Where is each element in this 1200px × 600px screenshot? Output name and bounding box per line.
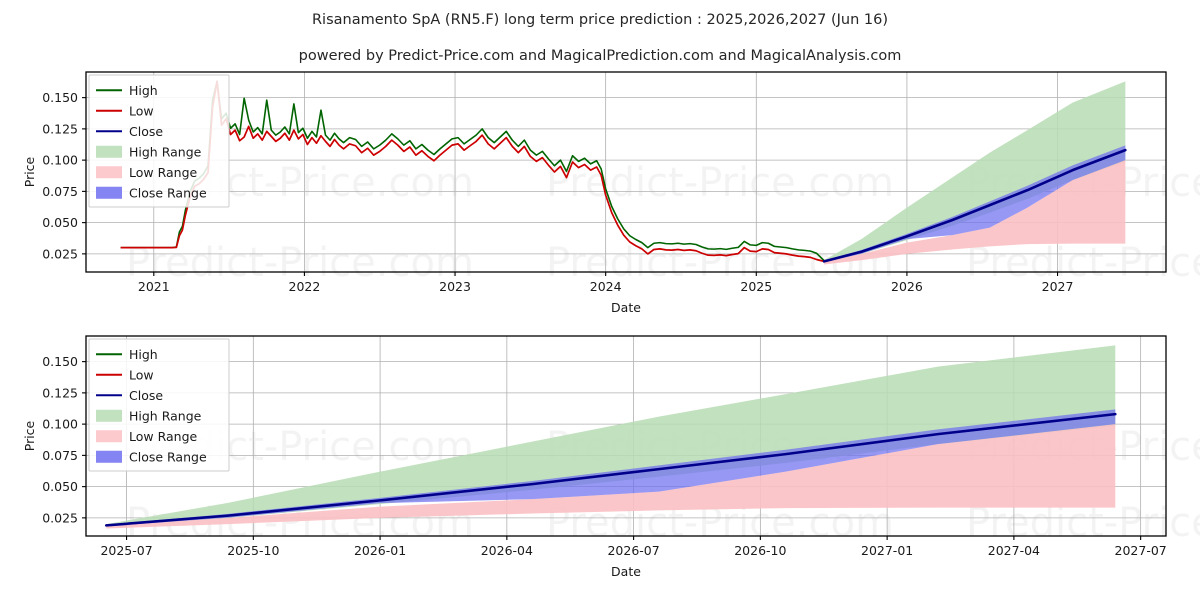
watermark-text: Predict-Price.com: [966, 240, 1200, 286]
legend-item-label: Low: [129, 103, 154, 118]
x-tick-label: 2026: [891, 279, 923, 294]
legend-item-low-range[interactable]: Low Range: [96, 165, 198, 180]
watermark-text: Predict-Price.com: [126, 240, 474, 286]
legend-item-low[interactable]: Low: [96, 367, 154, 382]
legend-item-label: High Range: [129, 408, 202, 423]
axes-frame: [85, 335, 1167, 537]
close-forecast-line: [822, 148, 1127, 263]
x-tick-label: 2023: [439, 279, 471, 294]
legend-item-low-range[interactable]: Low Range: [96, 429, 198, 444]
x-tick-label: 2026-01: [354, 543, 406, 558]
x-tick-label: 2026-07: [607, 543, 659, 558]
bottom-chart-panel: Predict-Price.comPredict-Price.comPredic…: [22, 335, 1200, 579]
y-tick-label: 0.025: [42, 246, 78, 261]
y-tick-label: 0.100: [42, 417, 78, 432]
legend-patch-swatch: [96, 430, 122, 443]
legend-item-label: Low: [129, 367, 154, 382]
high-range-band: [106, 345, 1116, 526]
watermark-text: Predict-Price.com: [966, 500, 1200, 546]
low-range-band: [824, 160, 1126, 265]
page-subtitle: powered by Predict-Price.com and Magical…: [299, 48, 902, 64]
plot-content: [120, 80, 1127, 265]
x-tick-label: 2027: [1042, 279, 1074, 294]
low-range-band: [106, 424, 1116, 529]
x-axis-label: Date: [611, 300, 641, 315]
legend-patch-swatch: [96, 145, 122, 158]
close-forecast-line: [104, 412, 1117, 527]
close-range-band: [106, 409, 1116, 527]
y-tick-label: 0.050: [42, 479, 78, 494]
legend-patch-swatch: [96, 450, 122, 463]
y-tick-label: 0.150: [42, 354, 78, 369]
x-tick-label: 2024: [590, 279, 622, 294]
legend-patch-swatch: [96, 186, 122, 199]
legend-item-close[interactable]: Close: [96, 124, 163, 139]
y-tick-label: 0.150: [42, 90, 78, 105]
legend-item-high-range[interactable]: High Range: [96, 408, 202, 423]
x-tick-label: 2026-04: [481, 543, 533, 558]
legend-item-label: High: [129, 347, 158, 362]
legend-item-label: Close: [129, 388, 163, 403]
legend-item-label: Low Range: [129, 165, 198, 180]
legend-item-label: High: [129, 83, 158, 98]
x-tick-label: 2025: [740, 279, 772, 294]
legend-item-low[interactable]: Low: [96, 103, 154, 118]
history-high-line: [120, 80, 825, 262]
y-tick-label: 0.075: [42, 184, 78, 199]
legend-item-label: Close Range: [129, 449, 207, 464]
y-axis-label: Price: [22, 420, 37, 451]
legend-item-close-range[interactable]: Close Range: [96, 449, 207, 464]
axis-group: 0.025 0.050 0.075 0.100 0.125 0.150 2025-07 202…: [22, 354, 1167, 579]
plot-content: [104, 345, 1117, 529]
legend-patch-swatch: [96, 166, 122, 179]
watermark-text: Predict-Price.com: [546, 160, 894, 206]
legend-patch-swatch: [96, 409, 122, 422]
x-tick-label: 2026-10: [734, 543, 786, 558]
y-tick-label: 0.050: [42, 215, 78, 230]
legend-item-label: Close: [129, 124, 163, 139]
x-tick-label: 2027-07: [1115, 543, 1167, 558]
legend-item-close[interactable]: Close: [96, 388, 163, 403]
y-tick-label: 0.125: [42, 121, 78, 136]
y-tick-label: 0.100: [42, 153, 78, 168]
y-tick-label: 0.075: [42, 448, 78, 463]
legend-item-high[interactable]: High: [96, 347, 158, 362]
legend-item-label: Close Range: [129, 185, 207, 200]
x-tick-label: 2027-01: [861, 543, 913, 558]
y-axis-label: Price: [22, 156, 37, 187]
legend-background: [88, 338, 230, 472]
legend-item-close-range[interactable]: Close Range: [96, 185, 207, 200]
legend-item-label: Low Range: [129, 429, 198, 444]
legend-item-high[interactable]: High: [96, 83, 158, 98]
x-tick-label: 2025-10: [227, 543, 279, 558]
legend-background: [88, 74, 230, 208]
page-title: Risanamento SpA (RN5.F) long term price …: [312, 12, 888, 28]
high-range-band: [824, 81, 1126, 262]
chart-legend: High Low Close High Range Low Range Close Ran…: [88, 74, 230, 208]
x-tick-label: 2022: [289, 279, 321, 294]
x-tick-label: 2027-04: [988, 543, 1040, 558]
y-tick-label: 0.125: [42, 385, 78, 400]
y-tick-label: 0.025: [42, 510, 78, 525]
legend-item-label: High Range: [129, 144, 202, 159]
legend-item-high-range[interactable]: High Range: [96, 144, 202, 159]
x-tick-label: 2025-07: [100, 543, 152, 558]
chart-legend: High Low Close High Range Low Range Close Ran…: [88, 338, 230, 472]
top-chart-panel: Predict-Price.com Predict-Price.com Predic…: [22, 71, 1200, 315]
axes-frame: [85, 71, 1167, 273]
x-tick-label: 2021: [138, 279, 170, 294]
x-axis-label: Date: [611, 564, 641, 579]
close-range-band: [824, 145, 1126, 263]
axis-group: 0.025 0.050 0.075 0.100 0.125 0.150 2021 2022 20…: [22, 90, 1073, 315]
history-low-line: [120, 80, 825, 263]
